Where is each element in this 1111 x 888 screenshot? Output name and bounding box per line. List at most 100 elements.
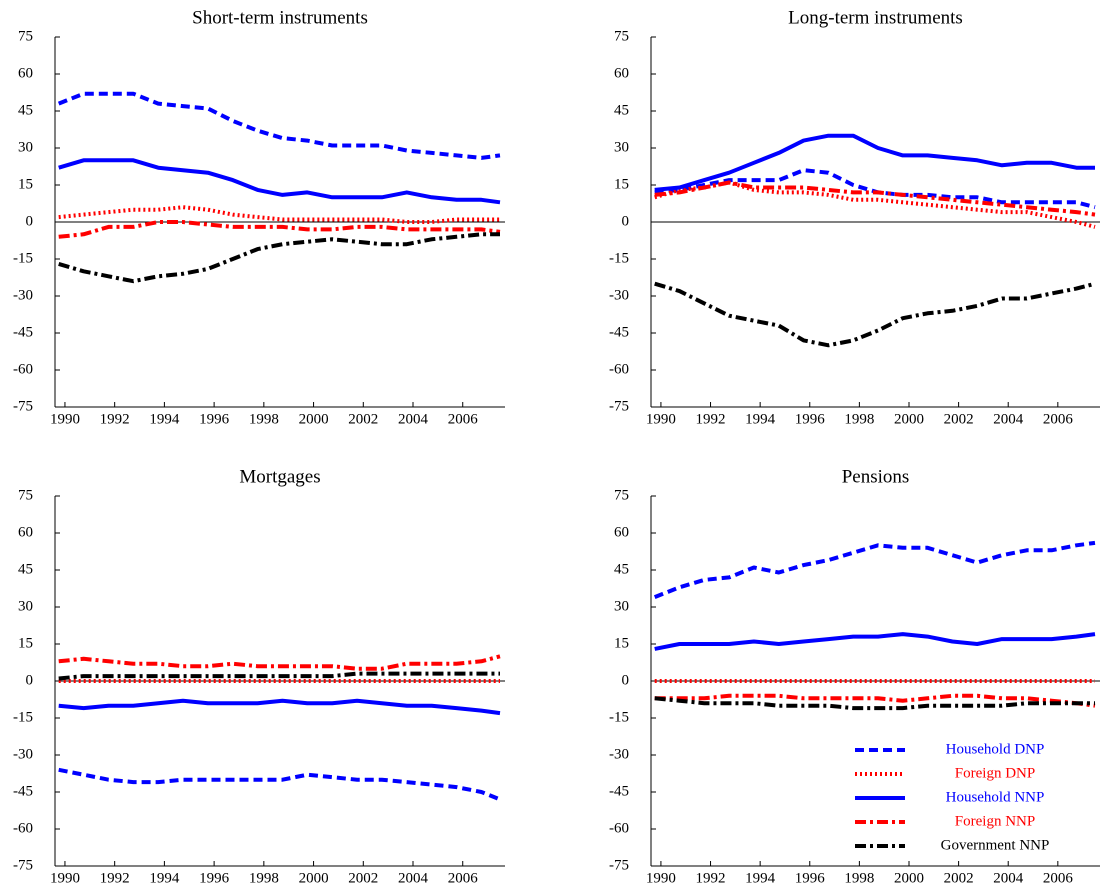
y-tick-label: 60 [18, 65, 33, 81]
series-line [58, 158, 501, 205]
y-tick-label: 75 [614, 487, 629, 503]
y-tick-label: 15 [614, 635, 629, 651]
y-tick-label: 45 [614, 561, 629, 577]
x-tick-label: 1992 [696, 870, 726, 886]
y-tick-label: 0 [26, 213, 34, 229]
y-tick-label: 0 [26, 672, 34, 688]
x-tick-label: 1990 [50, 870, 80, 886]
y-tick-label: 45 [18, 102, 33, 118]
x-tick-label: 2004 [398, 411, 429, 427]
panel-title: Short-term instruments [192, 7, 368, 28]
y-tick-label: -60 [609, 820, 629, 836]
x-tick-label: 1996 [795, 870, 826, 886]
x-tick-label: 2000 [894, 870, 924, 886]
x-tick-label: 2000 [894, 411, 924, 427]
legend-label: Foreign NNP [955, 813, 1035, 829]
legend-label: Foreign DNP [955, 765, 1035, 781]
y-tick-label: -15 [609, 250, 629, 266]
x-tick-label: 2002 [944, 411, 974, 427]
x-tick-label: 1994 [745, 870, 776, 886]
y-tick-label: -75 [13, 857, 33, 873]
y-tick-label: -30 [13, 746, 33, 762]
y-tick-label: -45 [609, 324, 629, 340]
x-tick-label: 2004 [993, 411, 1024, 427]
y-tick-label: -30 [609, 287, 629, 303]
y-tick-label: 60 [614, 524, 629, 540]
x-tick-label: 2006 [1043, 870, 1074, 886]
series-line [58, 220, 501, 239]
y-tick-label: 15 [614, 176, 629, 192]
y-tick-label: -45 [609, 783, 629, 799]
y-tick-label: -75 [609, 857, 629, 873]
x-tick-label: 1990 [50, 411, 80, 427]
x-tick-label: 1994 [149, 870, 180, 886]
series-line [654, 696, 1095, 711]
x-tick-label: 1998 [844, 411, 874, 427]
y-tick-label: 75 [18, 487, 33, 503]
y-tick-label: 15 [18, 176, 33, 192]
x-tick-label: 1994 [149, 411, 180, 427]
y-tick-label: -30 [609, 746, 629, 762]
x-tick-label: 1992 [100, 870, 130, 886]
series-line [654, 632, 1096, 651]
y-tick-label: -15 [13, 250, 33, 266]
y-tick-label: -45 [13, 324, 33, 340]
x-tick-label: 2006 [448, 411, 479, 427]
x-tick-label: 1994 [745, 411, 776, 427]
x-tick-label: 2000 [299, 870, 329, 886]
series-line [58, 671, 500, 681]
y-tick-label: -45 [13, 783, 33, 799]
y-tick-label: 60 [614, 65, 629, 81]
legend-label: Household NNP [946, 789, 1045, 805]
series-line [654, 693, 1096, 708]
y-tick-label: 45 [18, 561, 33, 577]
x-tick-label: 1996 [795, 411, 826, 427]
series-line [58, 654, 501, 671]
x-tick-label: 1990 [646, 870, 676, 886]
x-tick-label: 1998 [249, 411, 279, 427]
y-tick-label: -75 [609, 398, 629, 414]
x-tick-label: 1996 [199, 411, 230, 427]
series-line [654, 281, 1096, 348]
series-line [58, 205, 500, 224]
y-tick-label: -60 [13, 361, 33, 377]
y-tick-label: 75 [18, 28, 33, 44]
panel-title: Mortgages [239, 466, 320, 487]
x-tick-label: 2006 [1043, 411, 1074, 427]
y-tick-label: 0 [622, 213, 630, 229]
series-line [654, 133, 1095, 192]
x-tick-label: 2002 [348, 411, 378, 427]
x-tick-label: 2004 [993, 870, 1024, 886]
y-tick-label: 30 [18, 598, 33, 614]
x-tick-label: 1998 [249, 870, 279, 886]
x-tick-label: 2002 [348, 870, 378, 886]
series-line [654, 180, 1096, 229]
x-tick-label: 1996 [199, 870, 230, 886]
x-tick-label: 2000 [299, 411, 329, 427]
y-tick-label: 45 [614, 102, 629, 118]
y-tick-label: -60 [13, 820, 33, 836]
y-tick-label: 0 [622, 672, 630, 688]
x-tick-label: 1992 [696, 411, 726, 427]
series-line [653, 540, 1096, 599]
y-tick-label: -60 [609, 361, 629, 377]
x-tick-label: 1990 [646, 411, 676, 427]
series-line [58, 232, 500, 284]
y-tick-label: 30 [614, 598, 629, 614]
y-tick-label: 60 [18, 524, 33, 540]
x-tick-label: 1992 [100, 411, 130, 427]
x-tick-label: 2002 [944, 870, 974, 886]
y-tick-label: -15 [609, 709, 629, 725]
x-tick-label: 2004 [398, 870, 429, 886]
y-tick-label: -30 [13, 287, 33, 303]
legend-label: Household DNP [946, 741, 1045, 757]
y-tick-label: 30 [614, 139, 629, 155]
x-tick-label: 2006 [448, 870, 479, 886]
panel-title: Long-term instruments [788, 7, 963, 28]
series-line [58, 767, 501, 802]
series-line [57, 91, 501, 160]
y-tick-label: 15 [18, 635, 33, 651]
x-tick-label: 1998 [844, 870, 874, 886]
y-tick-label: -75 [13, 398, 33, 414]
